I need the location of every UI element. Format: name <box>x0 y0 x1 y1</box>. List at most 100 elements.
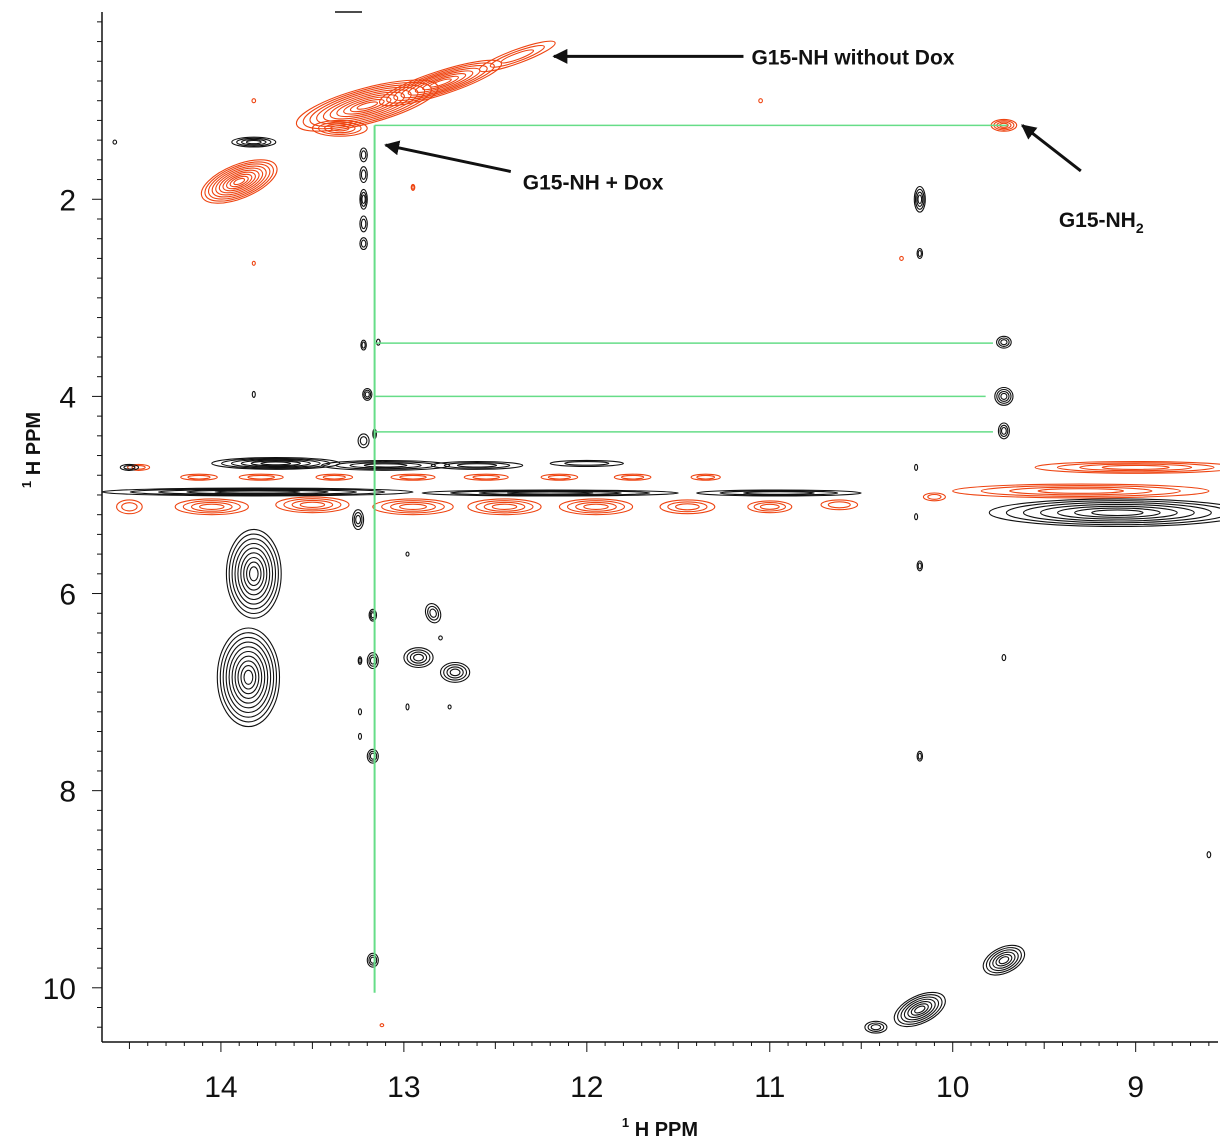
contour-level <box>564 461 610 466</box>
with-dox-peak-17 <box>549 459 624 467</box>
x-axis: 14 13 12 11 10 9 <box>128 1042 1210 1104</box>
contour-level <box>910 1003 929 1016</box>
with-dox-peak-44 <box>447 704 452 710</box>
contour-level <box>361 341 366 349</box>
contour-level <box>236 137 272 147</box>
contour-level <box>443 664 468 681</box>
g15-nh2-arrow <box>1021 124 1082 173</box>
contour-level <box>237 660 260 695</box>
g15-nh2-label: G15-NH2 <box>1059 209 1144 236</box>
contour-level <box>758 98 763 104</box>
contour-level <box>116 499 143 515</box>
contour-level <box>359 436 368 446</box>
without-dox-peak-27 <box>747 500 793 514</box>
y-axis-title-text: H PPM <box>23 412 45 475</box>
with-dox-peak-4 <box>359 188 368 210</box>
contour-level <box>820 499 859 511</box>
x-axis-title-superscript: 1 <box>622 1115 629 1130</box>
with-dox-peak-29 <box>352 509 365 531</box>
contour-level <box>1000 426 1007 435</box>
with-dox-peak-13 <box>119 463 140 471</box>
contour-level <box>659 499 716 515</box>
contour-level <box>368 750 378 762</box>
contour-level <box>275 496 350 514</box>
contour-level <box>329 91 405 120</box>
contour-level <box>390 473 436 481</box>
contour-level <box>443 462 511 469</box>
contour-level <box>245 139 262 145</box>
without-dox-peak-14 <box>315 473 354 481</box>
contour-level <box>405 551 410 557</box>
contour-level <box>999 424 1009 438</box>
contour-level <box>952 483 1210 499</box>
contour-level <box>997 422 1010 440</box>
contour-level <box>215 167 264 196</box>
with-dox-peak-52 <box>864 1020 888 1034</box>
contour-level <box>222 171 256 192</box>
contour-level <box>390 501 436 512</box>
contour-level <box>211 165 267 198</box>
contour-level <box>360 218 367 230</box>
with-dox-peak-49 <box>1206 851 1212 859</box>
contour-level <box>251 98 257 104</box>
contour-level <box>1009 486 1153 496</box>
without-dox-peak-21 <box>174 498 249 516</box>
contour-level <box>427 605 440 621</box>
contour-level <box>696 474 716 480</box>
contour-level <box>916 750 924 762</box>
contour-level <box>228 646 269 709</box>
without-dox-peak-3 <box>311 119 368 137</box>
without-dox-peak-19 <box>690 473 721 481</box>
contour-level <box>349 98 385 113</box>
contour-level <box>364 391 370 398</box>
contour-level <box>914 463 919 471</box>
contour-level <box>575 501 617 512</box>
with-dox-peak-22 <box>914 463 919 471</box>
contour-level <box>1037 488 1125 494</box>
contour-level <box>583 503 609 510</box>
contour-level <box>864 1020 888 1034</box>
without-dox-peak-16 <box>463 473 509 481</box>
contour-level <box>916 560 924 572</box>
contour-level <box>422 75 459 91</box>
contour-level <box>914 188 925 210</box>
contour-level <box>246 561 262 587</box>
contour-level <box>352 509 365 531</box>
contour-level <box>450 490 651 496</box>
contour-level <box>182 500 241 514</box>
contour-level <box>368 608 378 622</box>
contour-level <box>207 163 271 200</box>
contour-level <box>430 460 524 470</box>
contour-level <box>613 473 652 481</box>
contour-level <box>240 665 257 690</box>
without-dox-peak-9 <box>251 260 256 266</box>
with-dox-peak-0 <box>231 136 277 148</box>
contour-level <box>456 463 498 468</box>
without-dox-peak-29 <box>922 492 946 502</box>
with-dox-peak-6 <box>359 237 368 251</box>
contour-level <box>225 641 272 714</box>
contour-level <box>994 386 1014 406</box>
contour-level <box>360 169 367 180</box>
with-dox-peak-20 <box>696 489 862 497</box>
without-dox-peak-2 <box>295 79 439 132</box>
with-dox-peak-8 <box>375 338 381 346</box>
with-dox-peak-46 <box>916 560 924 572</box>
contour-level <box>157 488 358 496</box>
contour-level <box>1040 503 1195 522</box>
contour-level <box>558 498 634 516</box>
x-tick-label: 10 <box>936 1071 969 1104</box>
contour-level <box>1000 392 1008 400</box>
contour-level <box>914 513 919 521</box>
contour-level <box>914 1005 926 1014</box>
contour-level <box>449 668 461 677</box>
contour-level <box>917 194 923 205</box>
contour-level <box>998 390 1010 402</box>
contour-level <box>357 433 370 449</box>
contour-level <box>413 653 424 662</box>
contour-level <box>359 147 368 163</box>
contour-level <box>368 654 378 667</box>
without-dox-peak-12 <box>180 473 218 481</box>
contour-level <box>903 998 936 1021</box>
